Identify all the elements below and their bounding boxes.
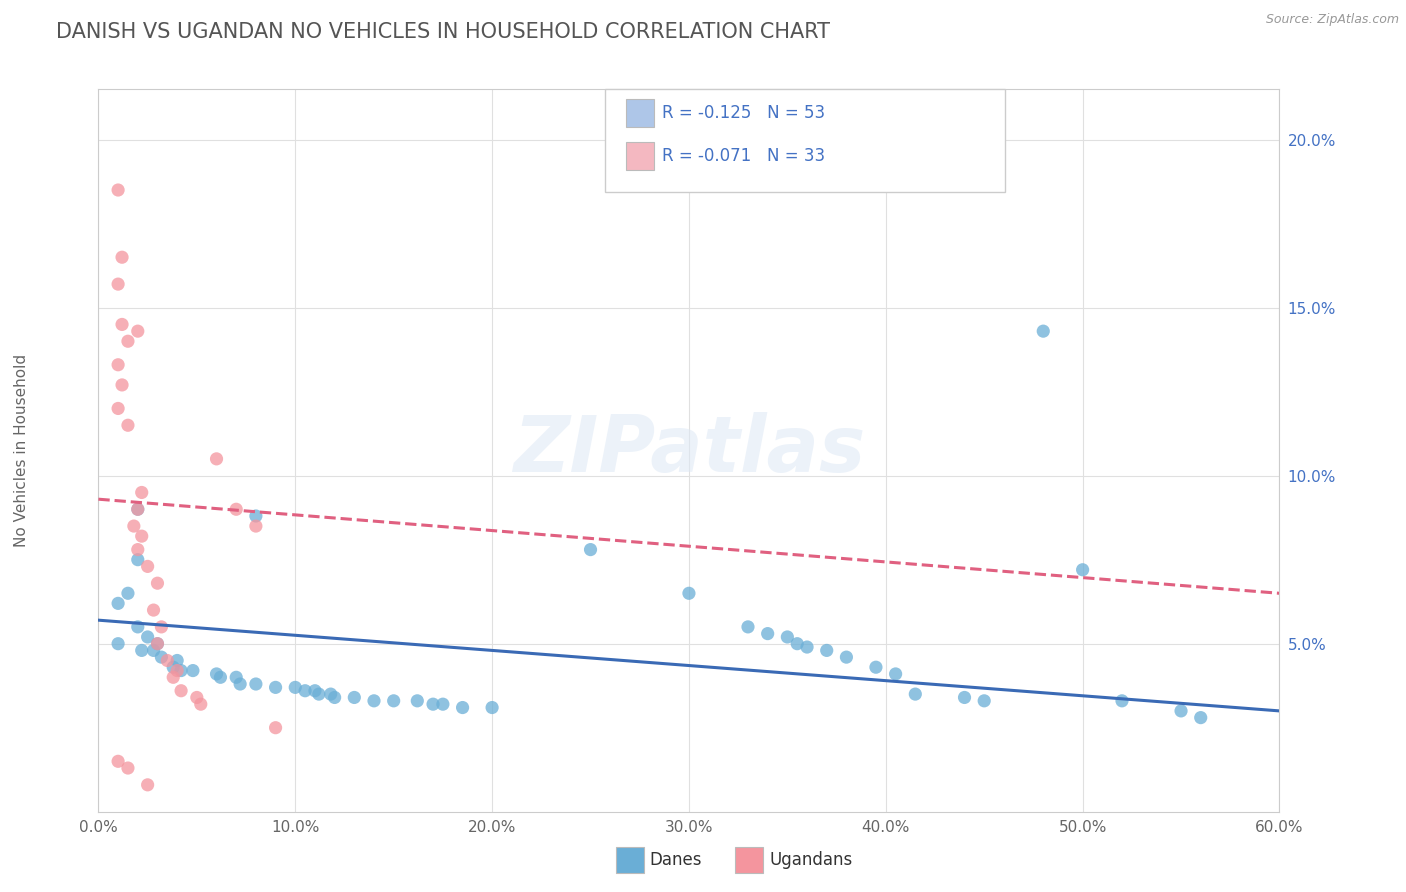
Point [756,626,779,640]
Point [107,596,129,610]
Text: R = -0.125   N = 53: R = -0.125 N = 53 [662,104,825,122]
Point [304,683,326,698]
Point [481,700,503,714]
Point [678,586,700,600]
Point [107,401,129,416]
Point [107,754,129,768]
Point [953,690,976,705]
Point [579,542,602,557]
Point [225,502,247,516]
Point [111,250,134,264]
Point [264,681,287,695]
Point [294,683,316,698]
Point [131,643,153,657]
Point [432,697,454,711]
Point [205,451,228,466]
Point [1111,694,1133,708]
Point [146,637,169,651]
Point [229,677,252,691]
Point [186,690,208,705]
Point [117,761,139,775]
Point [904,687,927,701]
Point [796,640,818,654]
Point [205,667,228,681]
Point [150,620,173,634]
Point [884,667,907,681]
Point [422,697,444,711]
Point [973,694,995,708]
Point [107,637,129,651]
Point [131,529,153,543]
Point [190,697,212,711]
Point [107,183,129,197]
Point [1032,324,1054,338]
Point [181,664,204,678]
Point [156,653,179,667]
Point [737,620,759,634]
Point [209,670,232,684]
Point [343,690,366,705]
Point [127,542,149,557]
Point [245,677,267,691]
Point [170,664,193,678]
Point [166,664,188,678]
Point [776,630,799,644]
Point [131,485,153,500]
Point [136,778,159,792]
Point [117,334,139,349]
Point [264,721,287,735]
Point [117,418,139,433]
Point [111,378,134,392]
Point [1071,563,1094,577]
Point [815,643,838,657]
Point [451,700,474,714]
Point [284,681,307,695]
Point [127,324,149,338]
Point [127,620,149,634]
Point [142,643,165,657]
Point [162,670,184,684]
Point [107,277,129,292]
Point [865,660,887,674]
Point [107,358,129,372]
Point [150,650,173,665]
Point [146,576,169,591]
Point [166,653,188,667]
Point [786,637,808,651]
Point [1189,711,1212,725]
Point [136,630,159,644]
Point [146,637,169,651]
Point [111,318,134,332]
Point [363,694,385,708]
Point [225,670,247,684]
Point [122,519,145,533]
Point [127,552,149,566]
Text: ZIPatlas: ZIPatlas [513,412,865,489]
Text: DANISH VS UGANDAN NO VEHICLES IN HOUSEHOLD CORRELATION CHART: DANISH VS UGANDAN NO VEHICLES IN HOUSEHO… [56,22,830,42]
Text: R = -0.071   N = 33: R = -0.071 N = 33 [662,147,825,165]
Point [127,502,149,516]
Point [308,687,330,701]
Point [162,660,184,674]
Point [136,559,159,574]
Point [142,603,165,617]
Point [170,683,193,698]
Point [323,690,346,705]
Y-axis label: No Vehicles in Household: No Vehicles in Household [14,354,30,547]
Text: Danes: Danes [650,851,702,869]
Text: Ugandans: Ugandans [769,851,852,869]
Point [245,519,267,533]
Point [117,586,139,600]
Point [1170,704,1192,718]
Point [245,508,267,523]
Point [382,694,405,708]
Point [319,687,342,701]
Point [127,502,149,516]
Text: Source: ZipAtlas.com: Source: ZipAtlas.com [1265,13,1399,27]
Point [406,694,429,708]
Point [835,650,858,665]
